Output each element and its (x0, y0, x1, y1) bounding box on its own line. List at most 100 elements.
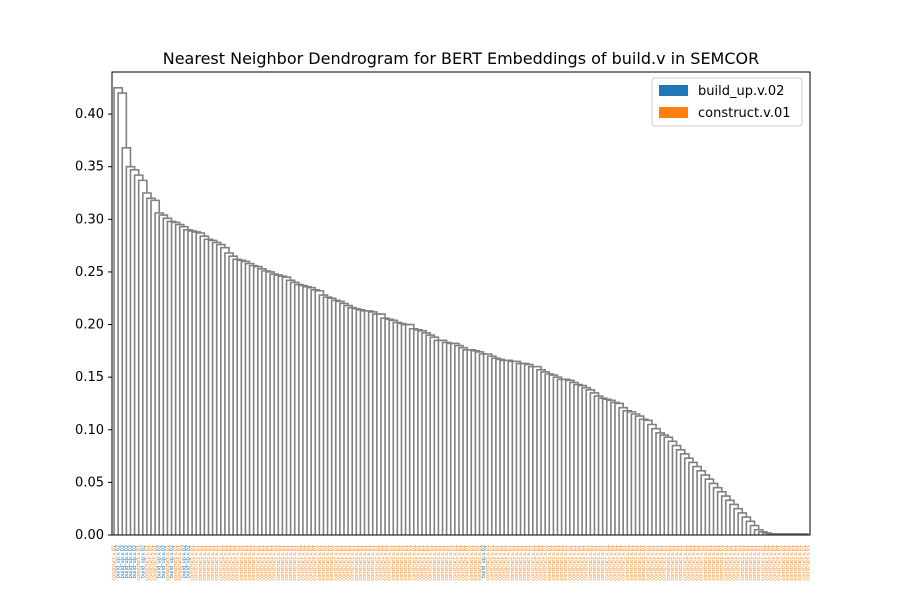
leaf-label: construct.v.01 (218, 545, 224, 581)
leaf-label: construct.v.01 (666, 545, 672, 581)
leaf-label: construct.v.01 (473, 545, 479, 581)
leaf-label: construct.v.01 (354, 545, 360, 581)
leaf-label: construct.v.01 (288, 545, 294, 581)
dendrogram-link (380, 317, 390, 535)
leaf-label: construct.v.01 (333, 545, 339, 581)
legend-label-build-up: build_up.v.02 (698, 84, 784, 99)
dendrogram-link (244, 262, 255, 535)
dendrogram-link (532, 365, 542, 535)
legend-swatch-build-up (659, 85, 688, 96)
leaf-label: construct.v.01 (699, 545, 705, 581)
leaf-label: construct.v.01 (773, 545, 779, 581)
dendrogram-link (548, 374, 559, 535)
y-tick-label: 0.25 (75, 265, 104, 280)
leaf-label: construct.v.01 (329, 545, 335, 581)
leaf-label: construct.v.01 (682, 545, 688, 581)
dendrogram-link (511, 360, 522, 535)
dendrogram-link (671, 444, 682, 535)
dendrogram-link (261, 270, 271, 535)
leaf-label: construct.v.01 (448, 545, 454, 581)
leaf-label: construct.v.01 (629, 545, 635, 581)
leaf-label: build_up.v.02 (120, 545, 126, 578)
dendrogram-link (622, 410, 633, 535)
dendrogram-link (318, 294, 329, 535)
leaf-label: construct.v.01 (436, 545, 442, 581)
leaf-label: construct.v.01 (670, 545, 676, 581)
dendrogram-link (154, 212, 165, 535)
leaf-label: construct.v.01 (674, 545, 680, 581)
leaf-labels: construct.v.01build_up.v.02build_up.v.02… (112, 545, 812, 581)
leaf-label: construct.v.01 (555, 545, 561, 581)
leaf-label: construct.v.01 (346, 545, 352, 581)
leaf-label: construct.v.01 (707, 545, 713, 581)
dendrogram-link (429, 336, 440, 535)
y-tick-label: 0.15 (75, 370, 104, 385)
leaf-label: construct.v.01 (210, 545, 216, 581)
dendrogram-link (228, 255, 239, 535)
leaf-label: construct.v.01 (214, 545, 220, 581)
leaf-label: construct.v.01 (539, 545, 545, 581)
legend-box (651, 77, 803, 127)
leaf-label: construct.v.01 (514, 545, 520, 581)
y-tick-label: 0.05 (75, 475, 104, 490)
leaf-label: construct.v.01 (403, 545, 409, 581)
leaf-label: construct.v.01 (748, 545, 754, 581)
dendrogram-link (474, 351, 485, 535)
leaf-label: construct.v.01 (428, 545, 434, 581)
leaf-label: construct.v.01 (440, 545, 446, 581)
y-tick-label: 0.30 (75, 212, 104, 227)
dendrogram-link (117, 92, 128, 535)
leaf-label: construct.v.01 (268, 545, 274, 581)
leaf-label: build_up.v.02 (157, 545, 163, 578)
leaf-label: construct.v.01 (633, 545, 639, 581)
leaf-label: construct.v.01 (756, 545, 762, 581)
dendrogram-link (207, 239, 218, 535)
leaf-label: construct.v.01 (526, 545, 532, 581)
leaf-label: construct.v.01 (793, 545, 799, 581)
leaf-label: construct.v.01 (280, 545, 286, 581)
leaf-label: construct.v.01 (588, 545, 594, 581)
dendrogram-link (236, 259, 247, 535)
leaf-label: construct.v.01 (300, 545, 306, 581)
dendrogram-link (675, 448, 686, 535)
leaf-label: construct.v.01 (760, 545, 766, 581)
leaf-label: construct.v.01 (567, 545, 573, 581)
leaf-label: construct.v.01 (485, 545, 491, 581)
leaf-label: construct.v.01 (777, 545, 783, 581)
y-tick-label: 0.40 (75, 107, 104, 122)
leaf-label: construct.v.01 (263, 545, 269, 581)
dendrogram-link (466, 349, 477, 535)
leaf-label: construct.v.01 (370, 545, 376, 581)
leaf-label: build_up.v.02 (181, 545, 187, 578)
leaf-label: construct.v.01 (801, 545, 807, 581)
leaf-label: construct.v.01 (498, 545, 504, 581)
y-tick-label: 0.10 (75, 423, 104, 438)
dendrogram-link (499, 359, 509, 535)
leaf-label: construct.v.01 (489, 545, 495, 581)
leaf-label: construct.v.01 (576, 545, 582, 581)
leaf-label: construct.v.01 (235, 545, 241, 581)
leaf-label: construct.v.01 (165, 545, 171, 581)
leaf-label: construct.v.01 (362, 545, 368, 581)
leaf-label: construct.v.01 (596, 545, 602, 581)
leaf-label: construct.v.01 (383, 545, 389, 581)
dendrogram-link (663, 436, 674, 535)
dendrogram-link (125, 165, 136, 535)
dendrogram-link (753, 528, 764, 535)
dendrogram-link (433, 339, 443, 535)
leaf-label: construct.v.01 (424, 545, 430, 581)
dendrogram-link (195, 232, 206, 535)
leaf-label: construct.v.01 (461, 545, 467, 581)
leaf-label: construct.v.01 (637, 545, 643, 581)
leaf-label: construct.v.01 (231, 545, 237, 581)
dendrogram-link (445, 342, 455, 535)
leaf-label: construct.v.01 (432, 545, 438, 581)
leaf-label: construct.v.01 (510, 545, 516, 581)
leaf-label: construct.v.01 (645, 545, 651, 581)
leaf-label: construct.v.01 (465, 545, 471, 581)
leaf-label: construct.v.01 (112, 545, 118, 581)
leaf-label: construct.v.01 (247, 545, 253, 581)
dendrogram-link (355, 309, 366, 535)
dendrogram-link (363, 310, 374, 535)
leaf-label: build_up.v.02 (185, 545, 191, 578)
